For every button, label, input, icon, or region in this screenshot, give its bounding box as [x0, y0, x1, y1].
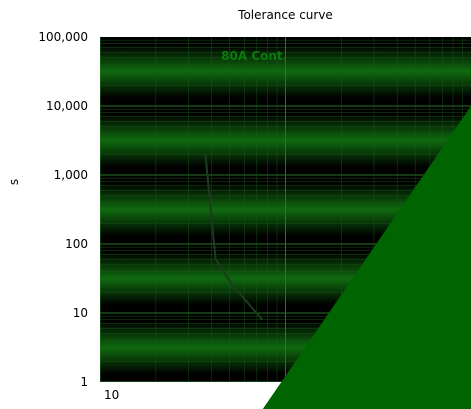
chart-title: Tolerance curve: [238, 8, 333, 22]
y-tick-label: 1: [80, 375, 88, 389]
y-tick-label: 10,000: [46, 99, 88, 113]
y-axis-label: s: [7, 179, 21, 185]
y-tick-label: 10: [73, 306, 88, 320]
x-tick-label: 10: [104, 388, 119, 402]
y-axis: 1 10 100 1,000 10,000 100,000: [38, 30, 88, 389]
curve-annotation: 80A Cont.: [221, 49, 287, 63]
shaded-region: [262, 106, 471, 409]
y-tick-label: 1,000: [54, 168, 88, 182]
y-tick-label: 100: [65, 237, 88, 251]
tolerance-curve: [204, 154, 264, 321]
y-tick-label: 100,000: [38, 30, 88, 44]
